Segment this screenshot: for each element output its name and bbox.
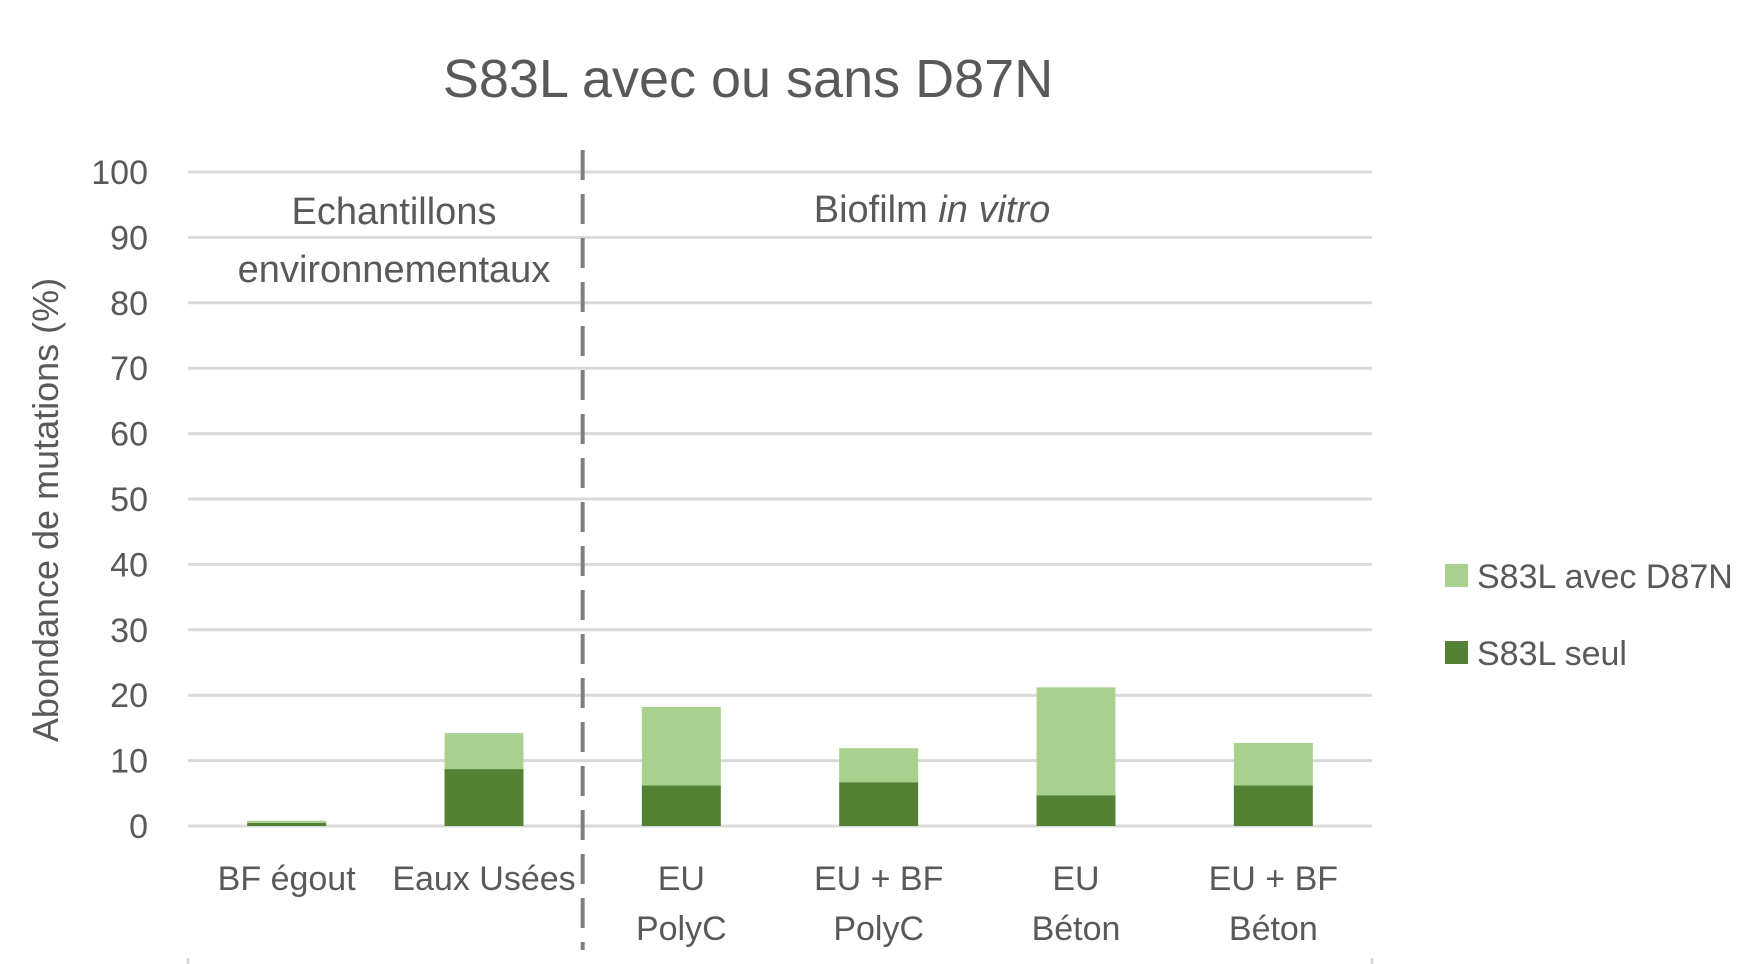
x-axis-labels: BF égout Eaux Usées EU PolyC EU + BF PolyC EU B… [186,860,1374,964]
y-tick-label: 50 [110,481,148,519]
x-tick-label: Eaux Usées [392,860,575,898]
bar-segment [839,748,919,783]
y-tick-label: 90 [110,219,148,257]
y-axis-ticks: 0 10 20 30 40 50 60 70 80 90 100 [91,154,148,846]
bar-segment [1036,795,1116,826]
bars [247,687,1313,826]
x-tick-label: PolyC [833,910,924,948]
region-label-biofilm-italic: in vitro [938,189,1050,231]
x-tick-label: BF égout [218,860,357,898]
bar-segment [444,733,524,770]
x-tick-label: EU + BF [1209,860,1338,898]
region-label-environmental-line2: environnementaux [238,249,551,291]
bar-segment [839,782,919,826]
chart-title: S83L avec ou sans D87N [443,49,1053,109]
y-tick-label: 0 [129,808,148,846]
bar-segment [1036,687,1116,796]
region-label-biofilm-plain: Biofilm [814,189,939,231]
x-tick-label: EU [1052,860,1099,898]
legend: S83L avec D87N S83L seul [1445,558,1733,673]
y-tick-label: 100 [91,154,148,192]
legend-label: S83L avec D87N [1477,558,1733,596]
bar-segment [641,785,721,826]
bar-segment [247,822,327,826]
x-tick-label: Béton [1229,910,1318,948]
gridlines [188,170,1372,828]
y-tick-label: 80 [110,285,148,323]
y-tick-label: 70 [110,350,148,388]
y-tick-label: 60 [110,416,148,454]
bar-segment [1233,785,1313,826]
x-tick-label: Béton [1032,910,1121,948]
x-tick-label: EU [658,860,705,898]
bar-segment [641,706,721,786]
legend-label: S83L seul [1477,635,1627,673]
bar-segment [1233,742,1313,786]
y-tick-label: 20 [110,677,148,715]
y-tick-label: 40 [110,546,148,584]
y-tick-label: 10 [110,743,148,781]
legend-swatch [1445,564,1468,587]
bar-segment [444,769,524,826]
x-tick-label: PolyC [636,910,727,948]
legend-swatch [1445,641,1468,664]
x-tick-label: EU + BF [814,860,943,898]
region-label-environmental-line1: Echantillons [292,191,497,233]
bar-segment [247,820,327,823]
region-label-biofilm: Biofilm in vitro [814,189,1051,231]
y-axis-title: Abondance de mutations (%) [25,278,66,742]
y-tick-label: 30 [110,612,148,650]
